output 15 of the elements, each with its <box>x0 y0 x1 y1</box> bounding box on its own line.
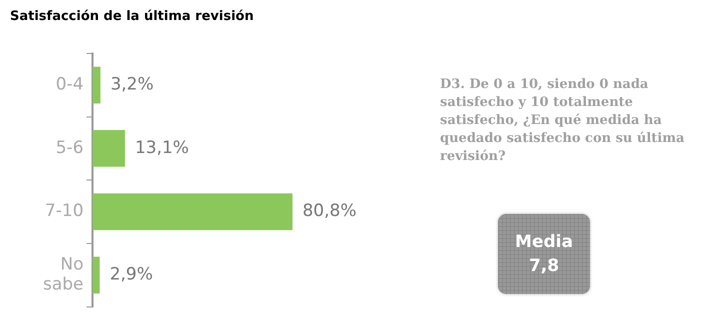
data-label: 2,9% <box>110 264 153 285</box>
y-tick-label: No sabe <box>42 254 84 295</box>
y-tick-label: 5-6 <box>56 138 84 158</box>
bar <box>92 193 292 230</box>
data-label: 13,1% <box>134 138 189 158</box>
chart-title: Satisfacción de la última revisión <box>10 9 254 24</box>
y-tick-label: 0-4 <box>56 74 84 94</box>
data-label: 80,8% <box>302 201 356 222</box>
data-label: 3,2% <box>110 74 154 94</box>
text: D3. De 0 a 10, siendo 0 nada satisfecho y 10 totalmente satisfecho, ¿En qué medida ha quedado satisfecho con su última revisión? <box>440 76 686 166</box>
bar <box>92 66 100 104</box>
tile: Media 7,8 <box>498 214 590 294</box>
bar <box>92 256 100 294</box>
bar <box>92 130 125 167</box>
y-tick-label: 7-10 <box>44 201 84 222</box>
